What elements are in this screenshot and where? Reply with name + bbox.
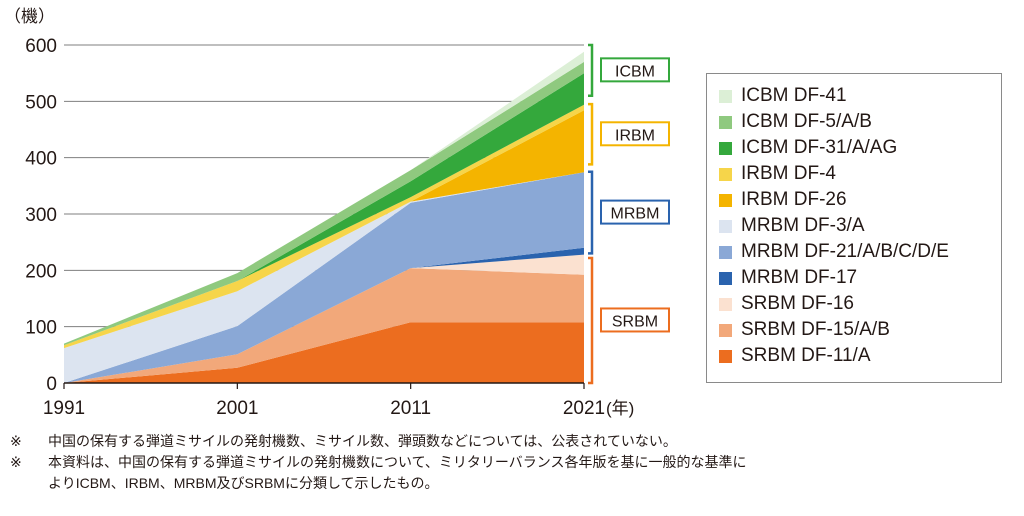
group-label-box [600, 57, 670, 83]
area-series [64, 51, 584, 383]
legend-swatch [719, 89, 732, 103]
legend-label: ICBM DF-31/A/AG [741, 137, 898, 158]
group-label: SRBM [612, 313, 658, 330]
legend-label: SRBM DF-11/A [741, 345, 871, 366]
legend-item: MRBM DF-21/A/B/C/D/E [719, 240, 949, 264]
legend-swatch [719, 349, 732, 363]
group-label-box [600, 121, 670, 147]
legend-item: ICBM DF-31/A/AG [719, 136, 897, 160]
legend-item: IRBM DF-26 [719, 188, 847, 212]
footnote-1: ※ 中国の保有する弾道ミサイルの発射機数、ミサイル数、弾頭数などについては、公表… [10, 431, 746, 452]
group-bracket [588, 102, 594, 166]
axes: 0 100 200 300 400 500 600 1991 2001 2011 2021 (年) （機… [4, 7, 634, 419]
legend-swatch [719, 141, 732, 155]
y-tick-label: 200 [25, 261, 57, 282]
legend-swatch [719, 219, 732, 233]
group-label: MRBM [611, 206, 660, 223]
footnote-mark: ※ [10, 454, 22, 470]
area-series-band [64, 254, 584, 383]
legend-label: IRBM DF-4 [741, 163, 836, 184]
group-label-box [600, 199, 670, 225]
legend-label: IRBM DF-26 [741, 189, 847, 210]
legend-item: ICBM DF-5/A/B [719, 110, 872, 134]
legend-swatch [719, 193, 732, 207]
x-tick-label: 2021 [563, 398, 605, 419]
x-tick-label: 2011 [390, 398, 431, 419]
area-series-band [64, 172, 584, 383]
legend-swatch [719, 271, 732, 285]
legend-item: SRBM DF-16 [719, 292, 854, 316]
legend-swatch [719, 245, 732, 259]
y-tick-label: 0 [46, 374, 57, 395]
y-tick-label: 100 [25, 318, 57, 339]
legend-item: SRBM DF-11/A [719, 344, 871, 368]
y-tick-label: 300 [25, 205, 57, 226]
legend-item: MRBM DF-3/A [719, 214, 865, 238]
legend-swatch [719, 297, 732, 311]
legend-label: ICBM DF-5/A/B [741, 111, 872, 132]
legend-label: SRBM DF-16 [741, 293, 854, 314]
footnote-2-continued: よりICBM、IRBM、MRBM及びSRBMに分類して示したもの。 [48, 475, 439, 491]
group-label: ICBM [615, 63, 655, 80]
x-axis-unit-label: (年) [606, 399, 634, 418]
legend-label: SRBM DF-15/A/B [741, 319, 890, 340]
legend-item: IRBM DF-4 [719, 162, 836, 186]
y-tick-label: 600 [25, 36, 57, 57]
legend-swatch [719, 323, 732, 337]
legend-label: MRBM DF-21/A/B/C/D/E [741, 241, 949, 262]
footnote-1-text: 中国の保有する弾道ミサイルの発射機数、ミサイル数、弾頭数などについては、公表され… [48, 433, 677, 449]
footnote-2-text: 本資料は、中国の保有する弾道ミサイルの発射機数について、ミリタリーバランス各年版… [48, 454, 747, 470]
category-brackets: ICBM IRBM MRBM SRBM [588, 43, 670, 385]
y-tick-label: 400 [25, 149, 57, 170]
legend-swatch [719, 115, 732, 129]
group-label: IRBM [615, 127, 655, 144]
footnote-mark: ※ [10, 433, 22, 449]
group-bracket [588, 256, 594, 385]
x-tick-label: 1991 [43, 398, 85, 419]
legend-swatch [719, 167, 732, 181]
legend-label: MRBM DF-17 [741, 267, 858, 288]
group-label-box [600, 307, 670, 333]
y-axis-unit-label: （機） [4, 7, 55, 26]
footnote-2: ※ 本資料は、中国の保有する弾道ミサイルの発射機数について、ミリタリーバランス各… [10, 452, 746, 473]
y-tick-label: 500 [25, 92, 57, 113]
x-tick-label: 2001 [216, 398, 258, 419]
group-bracket [588, 43, 594, 97]
legend-item: MRBM DF-17 [719, 266, 857, 290]
chart-legend: ICBM DF-41 ICBM DF-5/A/B ICBM DF-31/A/AG IR… [706, 73, 1002, 383]
group-bracket [588, 170, 594, 255]
legend-label: ICBM DF-41 [741, 85, 847, 106]
area-series-band [64, 172, 584, 383]
legend-label: MRBM DF-3/A [741, 215, 865, 236]
footnotes: ※ 中国の保有する弾道ミサイルの発射機数、ミサイル数、弾頭数などについては、公表… [10, 431, 746, 494]
area-series-band [64, 322, 584, 383]
legend-item: ICBM DF-41 [719, 84, 847, 108]
area-series-band [64, 268, 584, 383]
legend-item: SRBM DF-15/A/B [719, 318, 890, 342]
